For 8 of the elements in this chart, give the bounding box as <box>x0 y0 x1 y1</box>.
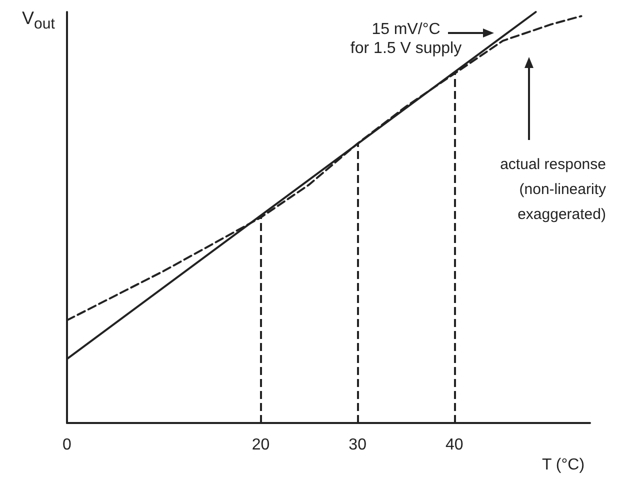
x-tick-label: 20 <box>252 436 270 454</box>
y-axis-title: V$_{out}$ <box>22 8 55 33</box>
x-axis-title: T (°C) <box>542 456 585 474</box>
x-tick-label: 30 <box>348 436 367 454</box>
x-tick-label: 0 <box>62 436 72 454</box>
annotation: actual response (non-linearity exaggerated) <box>500 156 606 223</box>
x-tick-label: 40 <box>446 436 464 454</box>
annotation: 15 mV/°C for 1.5 V supply <box>350 21 462 57</box>
